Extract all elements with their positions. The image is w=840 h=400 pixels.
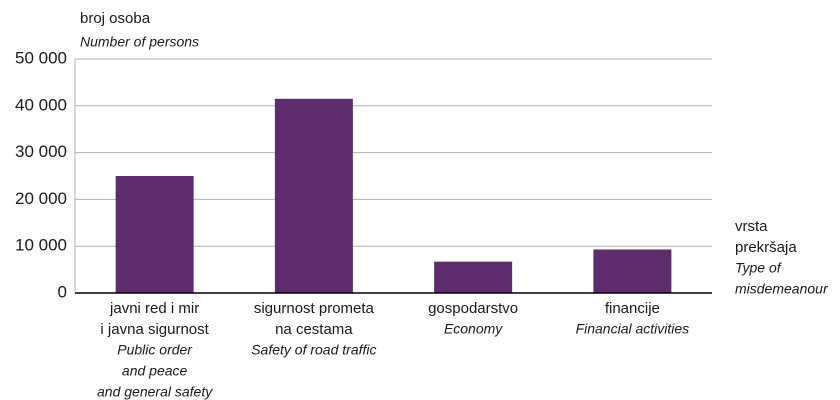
x-tick-label: gospodarstvo	[428, 300, 518, 317]
y-tick-label: 10 000	[15, 236, 67, 255]
bar	[593, 249, 672, 293]
x-tick-label: na cestama	[275, 321, 353, 338]
x-tick-label-en: and general safety	[97, 384, 213, 400]
x-tick-label-en: Financial activities	[576, 321, 690, 337]
x-axis-label: vrsta	[735, 218, 768, 235]
y-tick-label: 20 000	[15, 189, 67, 208]
x-axis-label-en: Type of	[735, 260, 783, 276]
x-tick-label-en: Safety of road traffic	[251, 342, 376, 358]
y-tick-label: 0	[58, 282, 67, 301]
y-axis-label: broj osoba	[80, 10, 151, 27]
x-tick-label: javni red i mir	[109, 300, 199, 317]
x-axis-label-en: misdemeanour	[735, 281, 829, 297]
x-tick-label-en: and peace	[122, 363, 188, 379]
y-tick-label: 30 000	[15, 142, 67, 161]
y-tick-label: 40 000	[15, 95, 67, 114]
x-tick-label-en: Economy	[444, 321, 503, 337]
x-tick-label: i javna sigurnost	[100, 321, 209, 338]
bar	[434, 261, 513, 293]
x-tick-label: financije	[605, 300, 660, 317]
y-axis-label-en: Number of persons	[80, 34, 199, 50]
y-tick-label: 50 000	[15, 48, 67, 67]
x-axis-label: prekršaja	[735, 239, 797, 256]
x-tick-label: sigurnost prometa	[254, 300, 375, 317]
bar	[274, 98, 353, 293]
x-tick-label-en: Public order	[117, 342, 193, 358]
bar	[115, 176, 194, 293]
